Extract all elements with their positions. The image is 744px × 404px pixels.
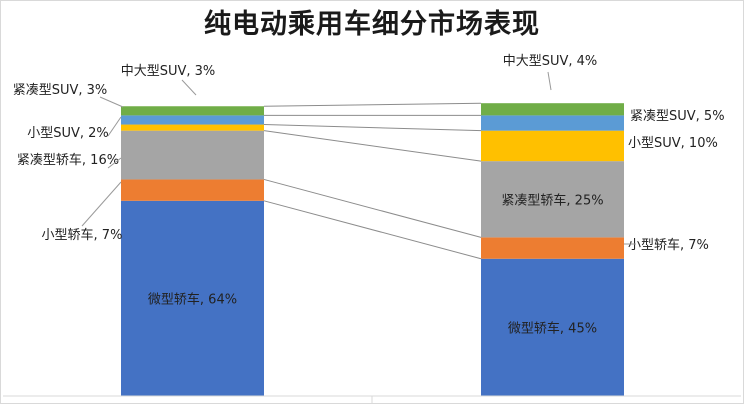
data-label: 紧凑型SUV, 3% (13, 83, 108, 98)
bar-segment (481, 103, 624, 116)
data-label: 紧凑型轿车, 25% (501, 192, 603, 208)
data-label: 中大型SUV, 4% (503, 54, 598, 69)
data-label: 紧凑型SUV, 5% (630, 109, 725, 124)
series-connector-line (263, 130, 482, 162)
bar-segment (481, 115, 624, 131)
bar-segment (121, 115, 264, 125)
series-connector-line (263, 102, 482, 107)
data-label: 小型轿车, 7% (628, 237, 709, 253)
chart-title: 纯电动乘用车细分市场表现 (204, 9, 540, 40)
bar-segment (481, 237, 624, 259)
data-label: 微型轿车, 64% (148, 291, 237, 307)
data-label: 小型轿车, 7% (42, 227, 123, 243)
data-label: 小型SUV, 2% (27, 126, 109, 141)
leader-line (547, 71, 552, 91)
data-label: 小型SUV, 10% (628, 136, 718, 151)
bar-segment (121, 179, 264, 201)
series-connector-line (263, 178, 482, 238)
series-connector-line (263, 200, 482, 260)
leader-line (107, 157, 122, 169)
data-label: 中大型SUV, 3% (121, 64, 216, 79)
bar-segment (121, 106, 264, 116)
bar-segment (121, 130, 264, 180)
data-label: 微型轿车, 45% (508, 320, 597, 336)
bar-segment (481, 258, 624, 396)
bar-segment (121, 200, 264, 396)
leader-line (99, 96, 124, 108)
series-connector-line (263, 124, 482, 132)
bar-segment (481, 130, 624, 162)
bar-segment (481, 161, 624, 238)
data-label: 紧凑型轿车, 16% (17, 152, 119, 168)
bar-segment (121, 124, 264, 131)
leader-line (107, 116, 122, 137)
leader-line (181, 79, 197, 96)
leader-line (81, 181, 122, 227)
